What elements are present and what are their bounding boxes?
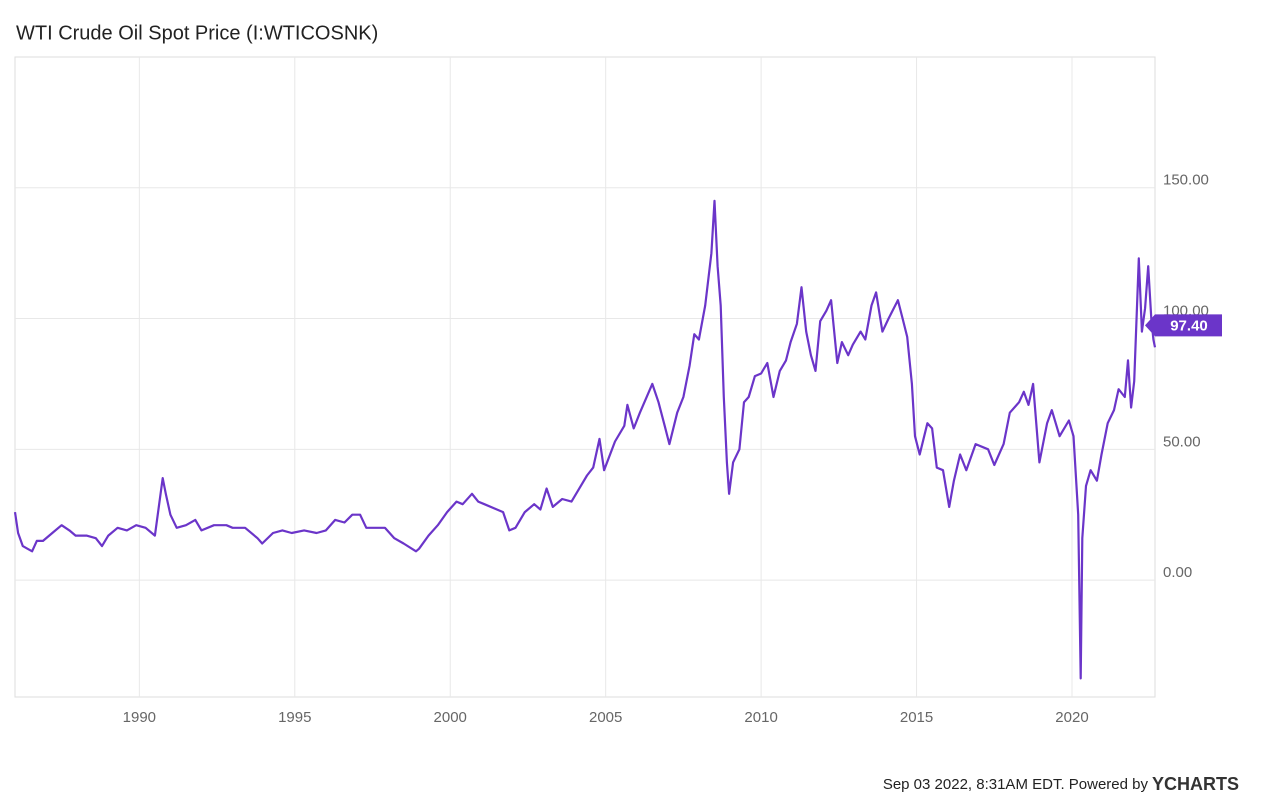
x-tick-label: 1995 <box>278 709 311 726</box>
y-tick-label: 50.00 <box>1163 433 1201 450</box>
line <box>13 199 1157 680</box>
y-tick-label: 150.00 <box>1163 172 1209 189</box>
last-value-tag <box>1145 314 1222 337</box>
x-tick-label: 2015 <box>900 709 933 726</box>
chart-title: WTI Crude Oil Spot Price (I:WTICOSNK) <box>16 22 378 44</box>
x-tick-label: 2020 <box>1055 709 1088 726</box>
plot-frame <box>14 56 1156 698</box>
x-tick-label: 2000 <box>434 709 467 726</box>
footer: Sep 03 2022, 8:31AM EDT. Powered by <box>883 776 1149 793</box>
last-value-label: 97.40 <box>1170 317 1208 334</box>
x-tick-label: 2005 <box>589 709 622 726</box>
brand: YCHARTS <box>1152 774 1239 794</box>
x-tick-label: 1990 <box>123 709 156 726</box>
y-tick-label: 0.00 <box>1163 564 1192 581</box>
x-tick-label: 2010 <box>744 709 777 726</box>
